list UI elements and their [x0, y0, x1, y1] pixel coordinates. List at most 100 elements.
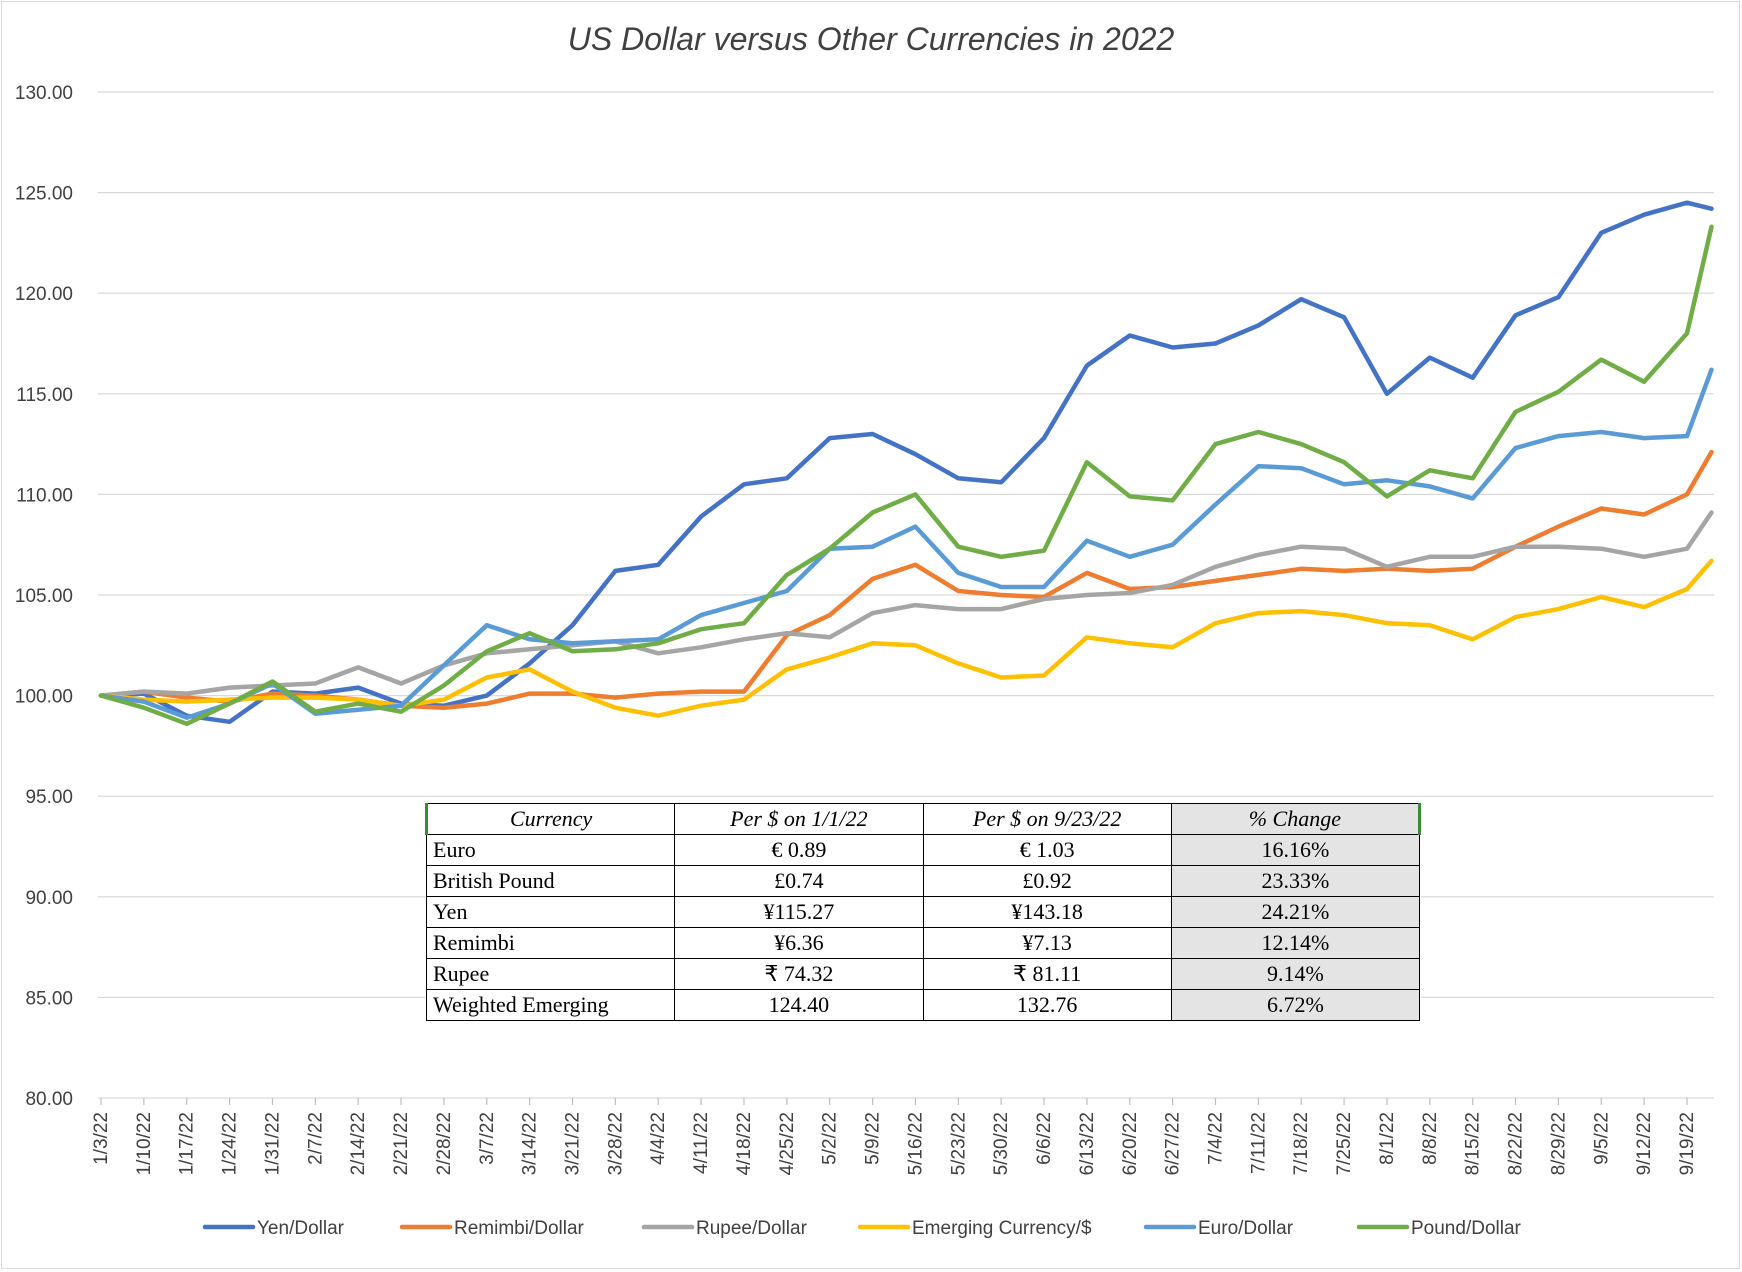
x-tick-label: 5/9/22	[863, 1112, 884, 1165]
table-cell-end-rate: ₹ 81.11	[922, 958, 1172, 990]
x-tick-label: 5/23/22	[948, 1112, 969, 1175]
table-cell-pct-change: 24.21%	[1170, 896, 1421, 928]
x-tick-label: 8/1/22	[1377, 1112, 1398, 1165]
table-cell-currency: Rupee	[425, 958, 676, 990]
x-tick-label: 9/19/22	[1677, 1112, 1698, 1175]
table-row: British Pound £0.74 £0.92 23.33%	[425, 865, 1421, 897]
table-cell-start-rate: £0.74	[674, 865, 924, 897]
table-header-start-rate: Per $ on 1/1/22	[674, 803, 924, 835]
x-tick-label: 3/28/22	[605, 1112, 626, 1175]
chart-title: US Dollar versus Other Currencies in 202…	[568, 21, 1175, 57]
table-cell-end-rate: 132.76	[922, 989, 1172, 1021]
y-tick-label: 120.00	[15, 284, 73, 305]
y-tick-label: 110.00	[16, 485, 73, 506]
series-line-yen-dollar	[98, 200, 1714, 725]
table-cell-start-rate: ₹ 74.32	[674, 958, 924, 990]
x-tick-label: 1/31/22	[262, 1112, 283, 1175]
y-tick-label: 80.00	[25, 1089, 73, 1110]
x-tick-label: 4/4/22	[648, 1112, 669, 1165]
table-cell-start-rate: € 0.89	[674, 834, 924, 866]
series-line-pound-dollar	[98, 224, 1714, 727]
legend-label: Emerging Currency/$	[912, 1218, 1092, 1239]
x-tick-label: 4/25/22	[777, 1112, 798, 1175]
table-cell-currency: Yen	[425, 896, 676, 928]
table-header-row: Currency Per $ on 1/1/22 Per $ on 9/23/2…	[424, 803, 1422, 835]
table-cell-pct-change: 12.14%	[1170, 927, 1421, 959]
table-cell-currency: Remimbi	[425, 927, 676, 959]
legend: Yen/Dollar Remimbi/Dollar Rupee/Dollar Emer…	[202, 1218, 1522, 1239]
x-tick-label: 2/28/22	[434, 1112, 455, 1175]
y-tick-label: 95.00	[25, 787, 73, 808]
x-tick-label: 2/7/22	[305, 1112, 326, 1165]
table-row: Rupee ₹ 74.32 ₹ 81.11 9.14%	[425, 958, 1421, 990]
table-header-end-rate: Per $ on 9/23/22	[922, 803, 1172, 835]
x-tick-label: 1/10/22	[134, 1112, 155, 1175]
legend-label: Remimbi/Dollar	[454, 1218, 585, 1239]
table-cell-end-rate: £0.92	[922, 865, 1172, 897]
x-tick-label: 4/11/22	[691, 1112, 712, 1174]
x-tick-label: 7/4/22	[1205, 1112, 1226, 1165]
table-cell-pct-change: 23.33%	[1170, 865, 1421, 897]
table-cell-start-rate: 124.40	[674, 989, 924, 1021]
table-cell-currency: Weighted Emerging	[425, 989, 676, 1021]
legend-label: Rupee/Dollar	[696, 1218, 808, 1239]
x-tick-label: 6/13/22	[1077, 1112, 1098, 1175]
x-tick-label: 9/12/22	[1634, 1112, 1655, 1175]
table-cell-end-rate: € 1.03	[922, 834, 1172, 866]
table-cell-pct-change: 9.14%	[1170, 958, 1421, 990]
y-tick-label: 130.00	[15, 83, 73, 104]
table-row: Remimbi ¥6.36 ¥7.13 12.14%	[425, 927, 1421, 959]
x-tick-label: 8/8/22	[1420, 1112, 1441, 1165]
table-header-pct-change: % Change	[1170, 803, 1422, 835]
table-header-currency: Currency	[424, 803, 676, 835]
x-tick-label: 1/24/22	[220, 1112, 241, 1175]
x-tick-label: 7/25/22	[1334, 1112, 1355, 1175]
table-row: Weighted Emerging 124.40 132.76 6.72%	[425, 989, 1421, 1021]
x-tick-label: 6/20/22	[1120, 1112, 1141, 1175]
x-tick-label: 3/21/22	[563, 1112, 584, 1175]
x-tick-label: 5/30/22	[991, 1112, 1012, 1175]
x-tick-label: 8/15/22	[1463, 1112, 1484, 1175]
series-line-emerging-currency	[98, 558, 1714, 718]
x-tick-label: 3/7/22	[477, 1112, 498, 1165]
table-row: Yen ¥115.27 ¥143.18 24.21%	[425, 896, 1421, 928]
x-tick-label: 6/6/22	[1034, 1112, 1055, 1165]
y-axis-tick-labels: 130.00 125.00 120.00 115.00 110.00 105.00 100.…	[15, 83, 73, 1110]
x-tick-label: 2/14/22	[348, 1112, 369, 1175]
y-tick-label: 100.00	[15, 687, 73, 708]
x-tick-label: 6/27/22	[1163, 1112, 1184, 1175]
x-tick-label: 1/17/22	[177, 1112, 198, 1175]
x-tick-label: 5/2/22	[820, 1112, 841, 1165]
currency-change-table: Currency Per $ on 1/1/22 Per $ on 9/23/2…	[424, 803, 1422, 1021]
x-tick-label: 4/18/22	[734, 1112, 755, 1175]
series-line-euro-dollar	[98, 367, 1714, 720]
x-tick-label: 9/5/22	[1591, 1112, 1612, 1165]
x-tick-label: 5/16/22	[905, 1112, 926, 1175]
table-cell-pct-change: 6.72%	[1170, 989, 1421, 1021]
legend-label: Yen/Dollar	[257, 1218, 345, 1239]
legend-label: Pound/Dollar	[1411, 1218, 1522, 1239]
series-line-remimbi-dollar	[98, 449, 1714, 710]
legend-label: Euro/Dollar	[1198, 1218, 1294, 1239]
table-cell-pct-change: 16.16%	[1170, 834, 1421, 866]
table-cell-end-rate: ¥143.18	[922, 896, 1172, 928]
x-tick-label: 8/29/22	[1548, 1112, 1569, 1175]
table-row: Euro € 0.89 € 1.03 16.16%	[425, 834, 1421, 866]
y-tick-label: 105.00	[15, 586, 73, 607]
table-cell-start-rate: ¥115.27	[674, 896, 924, 928]
series-line-rupee-dollar	[98, 510, 1714, 698]
x-tick-label: 3/14/22	[520, 1112, 541, 1175]
table-cell-currency: Euro	[425, 834, 676, 866]
x-tick-label: 7/18/22	[1291, 1112, 1312, 1175]
x-tick-label: 7/11/22	[1248, 1112, 1269, 1174]
y-tick-label: 115.00	[16, 385, 73, 406]
x-tick-label: 8/22/22	[1506, 1112, 1527, 1175]
y-tick-label: 90.00	[25, 888, 73, 909]
x-axis-tick-labels: 1/3/22 1/10/22 1/17/22 1/24/22 1/31/22 2/7/22…	[91, 1098, 1698, 1175]
table-cell-currency: British Pound	[425, 865, 676, 897]
table-cell-end-rate: ¥7.13	[922, 927, 1172, 959]
series-lines	[98, 200, 1714, 727]
x-tick-label: 1/3/22	[91, 1112, 112, 1165]
